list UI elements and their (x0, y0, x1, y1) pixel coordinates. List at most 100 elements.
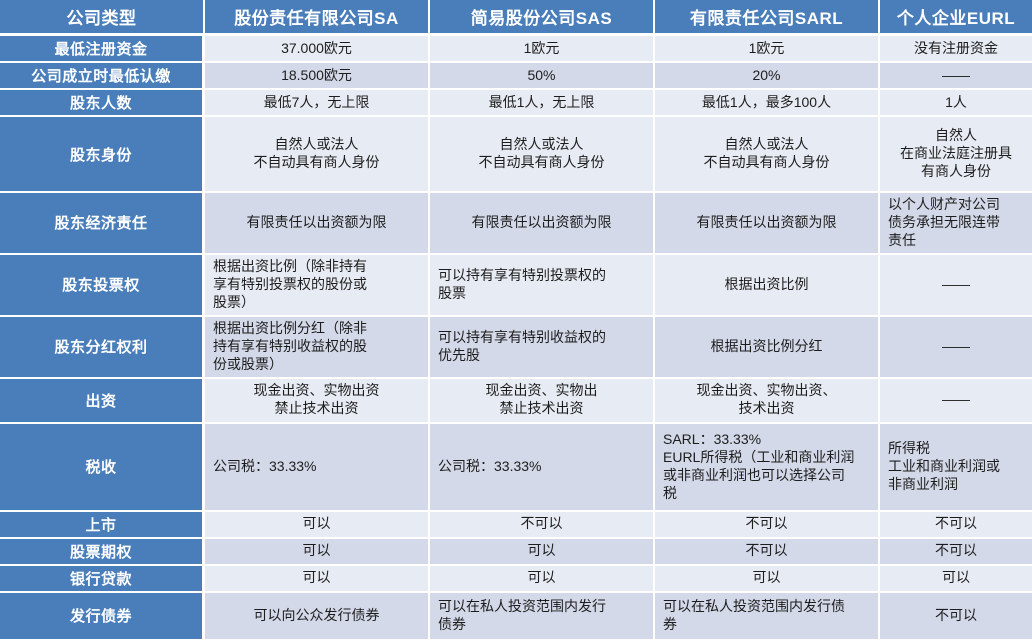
cell-text: 最低1人，无上限 (488, 93, 595, 110)
table-cell: 没有注册资金 (880, 36, 1032, 63)
cell-text: 1欧元 (523, 39, 560, 56)
table-row: 股东身份 自然人或法人 不自动具有商人身份 自然人或法人 不自动具有商人身份 自然人或… (0, 117, 1032, 193)
table-cell: 可以 (430, 538, 655, 566)
row-label: 股票期权 (0, 538, 205, 566)
cell-text: 可以 (527, 542, 556, 559)
table-row: 发行债券 可以向公众发行债券 可以在私人投资范围内发行 债券 可以在私人投资范围内发行… (0, 592, 1032, 641)
cell-text: —— (942, 275, 970, 292)
column-header-sarl: 有限责任公司SARL (655, 0, 880, 36)
row-label: 股东经济责任 (0, 193, 205, 255)
table-cell: 可以持有享有特别投票权的 股票 (430, 254, 655, 317)
table-cell: 以个人财产对公司 债务承担无限连带 责任 (880, 193, 1032, 255)
table-cell: 自然人 在商业法庭注册具 有商人身份 (880, 117, 1032, 193)
cell-text: 不可以 (935, 606, 977, 623)
table-cell: 根据出资比例分红 (655, 316, 880, 379)
table-cell: 可以持有享有特别收益权的 优先股 (430, 316, 655, 379)
table-row: 税收 公司税：33.33% 公司税：33.33% SARL：33.33% EURL所得… (0, 423, 1032, 512)
cell-text: 1人 (945, 93, 967, 110)
cell-text: 可以 (752, 569, 781, 586)
table-cell: 根据出资比例（除非持有 享有特别投票权的股份或 股票） (205, 254, 430, 317)
table-cell: 现金出资、实物出 禁止技术出资 (430, 378, 655, 424)
cell-text: 现金出资、实物出 禁止技术出资 (485, 382, 598, 417)
row-label: 税收 (0, 423, 205, 512)
cell-text: 可以 (527, 569, 556, 586)
cell-text: 可以在私人投资范围内发行 债券 (438, 597, 606, 632)
table-cell: 自然人或法人 不自动具有商人身份 (205, 117, 430, 193)
table-cell: 1欧元 (430, 36, 655, 63)
cell-text: 可以 (942, 569, 970, 586)
row-label: 股东投票权 (0, 254, 205, 317)
table-cell: —— (880, 316, 1032, 379)
table-cell: 有限责任以出资额为限 (430, 193, 655, 255)
row-label: 银行贷款 (0, 565, 205, 593)
cell-text: 没有注册资金 (914, 39, 998, 56)
cell-text: 可以持有享有特别投票权的 股票 (438, 266, 606, 301)
table-body: 最低注册资金 37.000欧元 1欧元 1欧元 没有注册资金 公司成立时最低认缴 18.50… (0, 36, 1032, 641)
cell-text: 不可以 (745, 542, 788, 559)
table-cell: 1欧元 (655, 36, 880, 63)
table-cell: 有限责任以出资额为限 (655, 193, 880, 255)
row-label: 出资 (0, 378, 205, 424)
cell-text: 可以持有享有特别收益权的 优先股 (438, 328, 606, 363)
cell-text: 最低1人，最多100人 (701, 93, 832, 110)
table-cell: 公司税：33.33% (205, 423, 430, 512)
table-cell: 18.500欧元 (205, 63, 430, 90)
table-row: 股东分红权利 根据出资比例分红（除非 持有享有特别收益权的股 份或股票） 可以持有享… (0, 316, 1032, 379)
cell-text: 自然人或法人 不自动具有商人身份 (478, 136, 605, 170)
cell-text: 根据出资比例分红（除非 持有享有特别收益权的股 份或股票） (213, 319, 367, 372)
column-header-eurl: 个人企业EURL (880, 0, 1032, 36)
table-cell: 可以 (205, 538, 430, 566)
row-label: 上市 (0, 511, 205, 539)
cell-text: 不可以 (935, 542, 977, 559)
table-cell: 自然人或法人 不自动具有商人身份 (430, 117, 655, 193)
cell-text: 不可以 (520, 515, 563, 532)
table-row: 股东经济责任 有限责任以出资额为限 有限责任以出资额为限 有限责任以出资额为限 以个人财… (0, 193, 1032, 255)
table-cell: —— (880, 378, 1032, 424)
cell-text: 公司税：33.33% (438, 457, 542, 474)
table-cell: 自然人或法人 不自动具有商人身份 (655, 117, 880, 193)
cell-text: 自然人 在商业法庭注册具 有商人身份 (900, 127, 1012, 179)
table-cell: 最低1人，最多100人 (655, 90, 880, 117)
table-cell: 不可以 (655, 538, 880, 566)
cell-text: 有限责任以出资额为限 (471, 213, 612, 230)
table-cell: SARL：33.33% EURL所得税（工业和商业利润 或非商业利润也可以选择公… (655, 423, 880, 512)
table-cell: 可以 (205, 511, 430, 539)
table-cell: 公司税：33.33% (430, 423, 655, 512)
table-cell: 有限责任以出资额为限 (205, 193, 430, 255)
table-cell: 不可以 (880, 511, 1032, 539)
table-cell: 37.000欧元 (205, 36, 430, 63)
cell-text: 根据出资比例 (724, 275, 809, 292)
table-cell: 不可以 (880, 538, 1032, 566)
table-cell: 可以在私人投资范围内发行 债券 (430, 592, 655, 641)
cell-text: 所得税 工业和商业利润或 非商业利润 (888, 439, 1000, 492)
cell-text: 自然人或法人 不自动具有商人身份 (703, 136, 830, 170)
cell-text: 根据出资比例分红 (710, 337, 823, 354)
table-row: 股东投票权 根据出资比例（除非持有 享有特别投票权的股份或 股票） 可以持有享有特别… (0, 254, 1032, 317)
table-cell: 所得税 工业和商业利润或 非商业利润 (880, 423, 1032, 512)
cell-text: 有限责任以出资额为限 (246, 213, 387, 230)
table-row: 公司成立时最低认缴 18.500欧元 50% 20% —— (0, 63, 1032, 90)
table-cell: 可以向公众发行债券 (205, 592, 430, 641)
table-cell: 可以 (880, 565, 1032, 593)
table-row: 上市 可以 不可以 不可以 不可以 (0, 511, 1032, 539)
cell-text: 可以 (302, 569, 331, 586)
cell-text: 1欧元 (748, 39, 785, 56)
table-cell: 不可以 (430, 511, 655, 539)
table-cell: —— (880, 254, 1032, 317)
table-cell: 现金出资、实物出资、 技术出资 (655, 378, 880, 424)
cell-text: 以个人财产对公司 债务承担无限连带 责任 (888, 196, 1000, 248)
table-cell: 根据出资比例 (655, 254, 880, 317)
column-header-sa: 股份责任有限公司SA (205, 0, 430, 36)
table-row: 银行贷款 可以 可以 可以 可以 (0, 565, 1032, 593)
row-label: 股东身份 (0, 117, 205, 193)
table-row: 股东人数 最低7人，无上限 最低1人，无上限 最低1人，最多100人 1人 (0, 90, 1032, 117)
cell-text: 公司税：33.33% (213, 457, 317, 474)
cell-text: 20% (752, 66, 781, 83)
row-label: 发行债券 (0, 592, 205, 641)
table-cell: 20% (655, 63, 880, 90)
cell-text: 最低7人，无上限 (263, 93, 370, 110)
cell-text: 18.500欧元 (281, 66, 352, 83)
table-cell: 最低1人，无上限 (430, 90, 655, 117)
cell-text: 可以向公众发行债券 (253, 606, 380, 623)
